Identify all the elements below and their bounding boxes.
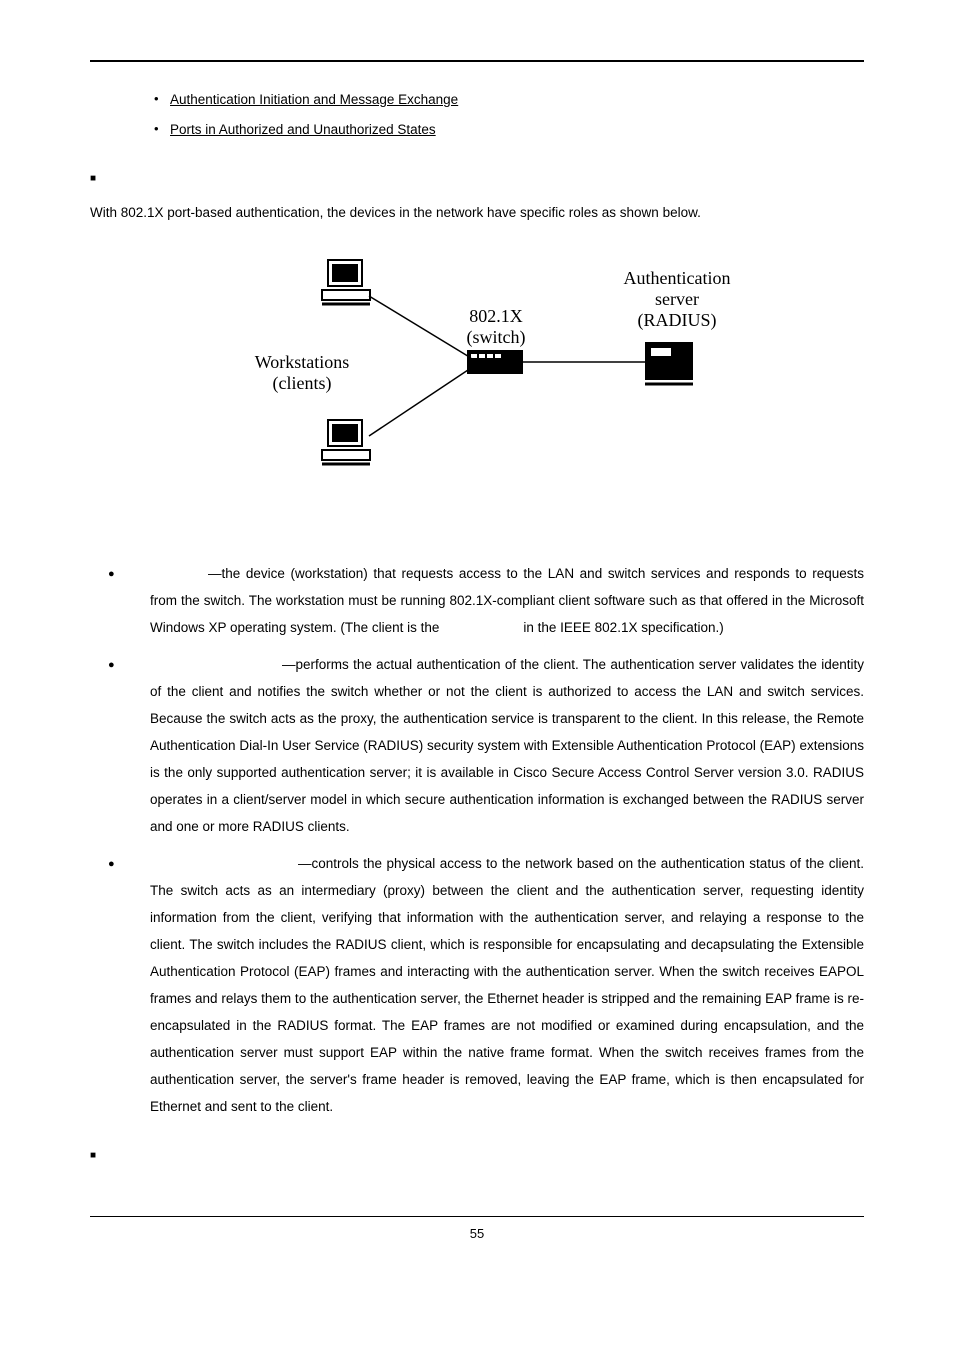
sublink-text[interactable]: Ports in Authorized and Unauthorized Sta… bbox=[170, 122, 436, 137]
server-label: Authentication server (RADIUS) bbox=[607, 268, 747, 330]
workstations-label: Workstations (clients) bbox=[237, 352, 367, 393]
bullet-text: —controls the physical access to the net… bbox=[150, 856, 864, 1114]
sublink-text[interactable]: Authentication Initiation and Message Ex… bbox=[170, 92, 458, 107]
bullet-text: —the device (workstation) that requests … bbox=[150, 566, 864, 635]
label-line: Workstations bbox=[255, 352, 350, 372]
page-number: 55 bbox=[90, 1225, 864, 1244]
bullet-tail: in the IEEE 802.1X specification.) bbox=[523, 620, 723, 635]
workstation-icon bbox=[322, 420, 370, 464]
top-rule bbox=[90, 60, 864, 62]
network-diagram: Workstations (clients) 802.1X (switch) A… bbox=[197, 250, 757, 510]
diagram-container: Workstations (clients) 802.1X (switch) A… bbox=[90, 250, 864, 510]
bullet-switch: —controls the physical access to the net… bbox=[150, 850, 864, 1120]
bullet-text: —performs the actual authentication of t… bbox=[150, 657, 864, 834]
bottom-rule bbox=[90, 1216, 864, 1217]
label-line: (RADIUS) bbox=[638, 310, 717, 330]
label-line: 802.1X bbox=[469, 306, 523, 326]
sublink-item: Authentication Initiation and Message Ex… bbox=[170, 90, 864, 110]
label-line: (switch) bbox=[467, 327, 526, 347]
role-bullet-list: —the device (workstation) that requests … bbox=[90, 560, 864, 1120]
server-icon bbox=[645, 342, 693, 384]
intro-paragraph: With 802.1X port-based authentication, t… bbox=[90, 203, 864, 223]
label-line: Authentication bbox=[624, 268, 731, 288]
label-line: server bbox=[655, 289, 699, 309]
sublink-list: Authentication Initiation and Message Ex… bbox=[170, 90, 864, 139]
switch-label: 802.1X (switch) bbox=[451, 306, 541, 347]
workstation-icon bbox=[322, 260, 370, 304]
label-line: (clients) bbox=[273, 373, 332, 393]
section-marker: ■ bbox=[90, 1146, 864, 1166]
bullet-client: —the device (workstation) that requests … bbox=[150, 560, 864, 641]
sublink-item: Ports in Authorized and Unauthorized Sta… bbox=[170, 120, 864, 140]
bullet-auth-server: —performs the actual authentication of t… bbox=[150, 651, 864, 840]
section-marker: ■ bbox=[90, 169, 864, 189]
switch-icon bbox=[467, 350, 523, 374]
